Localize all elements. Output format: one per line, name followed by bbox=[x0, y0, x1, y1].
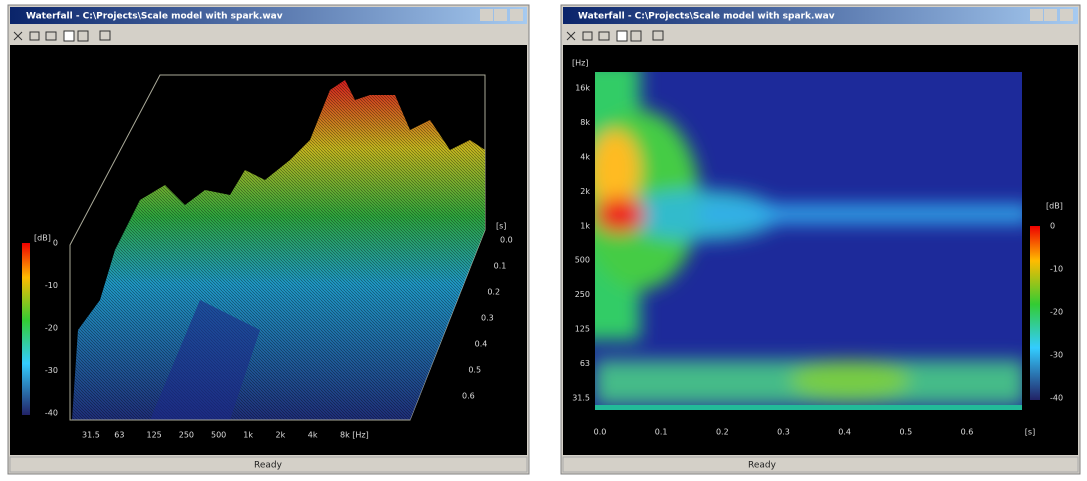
x-tick-label: 0.1 bbox=[655, 428, 668, 437]
y-tick-label: 2k bbox=[580, 187, 590, 196]
colorbar-label: -10 bbox=[1050, 265, 1063, 274]
y-tick-label: 16k bbox=[575, 84, 590, 93]
window-buttons[interactable] bbox=[1030, 9, 1073, 21]
y-unit: [Hz] bbox=[572, 59, 588, 68]
y-tick-label: 63 bbox=[580, 359, 590, 368]
colorbar-label: 0 bbox=[1050, 222, 1055, 231]
x-tick-label: 31.5 bbox=[82, 431, 100, 440]
y-tick-label: 8k bbox=[580, 118, 590, 127]
colorbar-unit: [dB] bbox=[34, 234, 51, 243]
colorbar-label: -20 bbox=[1050, 308, 1063, 317]
x-tick-label: 125 bbox=[147, 431, 162, 440]
depth-tick-label: 0.1 bbox=[494, 262, 507, 271]
x-tick-label: 0.4 bbox=[838, 428, 851, 437]
x-tick-label: 0.0 bbox=[594, 428, 607, 437]
y-tick-label: 31.5 bbox=[572, 394, 590, 403]
x-tick-label: 0.5 bbox=[899, 428, 912, 437]
colorbar-label: -30 bbox=[1050, 351, 1063, 360]
depth-tick-label: 0.0 bbox=[500, 236, 513, 245]
y-tick-label: 1k bbox=[580, 221, 590, 230]
depth-unit: [s] bbox=[496, 222, 506, 231]
status-text: Ready bbox=[254, 461, 283, 471]
colorbar-label: -30 bbox=[45, 366, 58, 375]
x-tick-label: 63 bbox=[114, 431, 124, 440]
depth-tick-label: 0.5 bbox=[468, 366, 481, 375]
screen: Waterfall - C:\Projects\Scale model with… bbox=[0, 0, 1087, 477]
y-tick-label: 125 bbox=[575, 325, 590, 334]
x-tick-label: 500 bbox=[211, 431, 226, 440]
y-tick-label: 500 bbox=[575, 256, 590, 265]
y-tick-label: 250 bbox=[575, 290, 590, 299]
page: Waterfall - C:\Projects\Scale model with… bbox=[0, 0, 1087, 477]
x-unit: [s] bbox=[1025, 428, 1035, 437]
y-tick-label: 4k bbox=[580, 152, 590, 161]
window: Waterfall - C:\Projects\Scale model with… bbox=[8, 5, 529, 474]
colorbar-label: 0 bbox=[53, 239, 58, 248]
colorbar-unit: [dB] bbox=[1046, 202, 1063, 211]
depth-tick-label: 0.2 bbox=[487, 288, 500, 297]
window-title: Waterfall - C:\Projects\Scale model with… bbox=[578, 12, 835, 22]
colorbar-label: -40 bbox=[1050, 394, 1063, 403]
x-tick-label: 8k [Hz] bbox=[340, 431, 369, 440]
depth-tick-label: 0.3 bbox=[481, 314, 494, 323]
window-buttons[interactable] bbox=[480, 9, 523, 21]
status-text: Ready bbox=[748, 461, 777, 471]
colorbar-label: -10 bbox=[45, 281, 58, 290]
x-tick-label: 4k bbox=[308, 431, 318, 440]
depth-tick-label: 0.6 bbox=[462, 392, 475, 401]
window-title: Waterfall - C:\Projects\Scale model with… bbox=[26, 12, 283, 22]
depth-tick-label: 0.4 bbox=[475, 340, 488, 349]
window: Waterfall - C:\Projects\Scale model with… bbox=[560, 5, 1080, 474]
colorbar-label: -20 bbox=[45, 324, 58, 333]
x-tick-label: 1k bbox=[243, 431, 253, 440]
colorbar-label: -40 bbox=[45, 409, 58, 418]
x-tick-label: 0.6 bbox=[961, 428, 974, 437]
spectrogram bbox=[560, 60, 1030, 410]
x-tick-label: 0.3 bbox=[777, 428, 790, 437]
x-tick-label: 250 bbox=[179, 431, 194, 440]
x-tick-label: 0.2 bbox=[716, 428, 729, 437]
x-tick-label: 2k bbox=[276, 431, 286, 440]
